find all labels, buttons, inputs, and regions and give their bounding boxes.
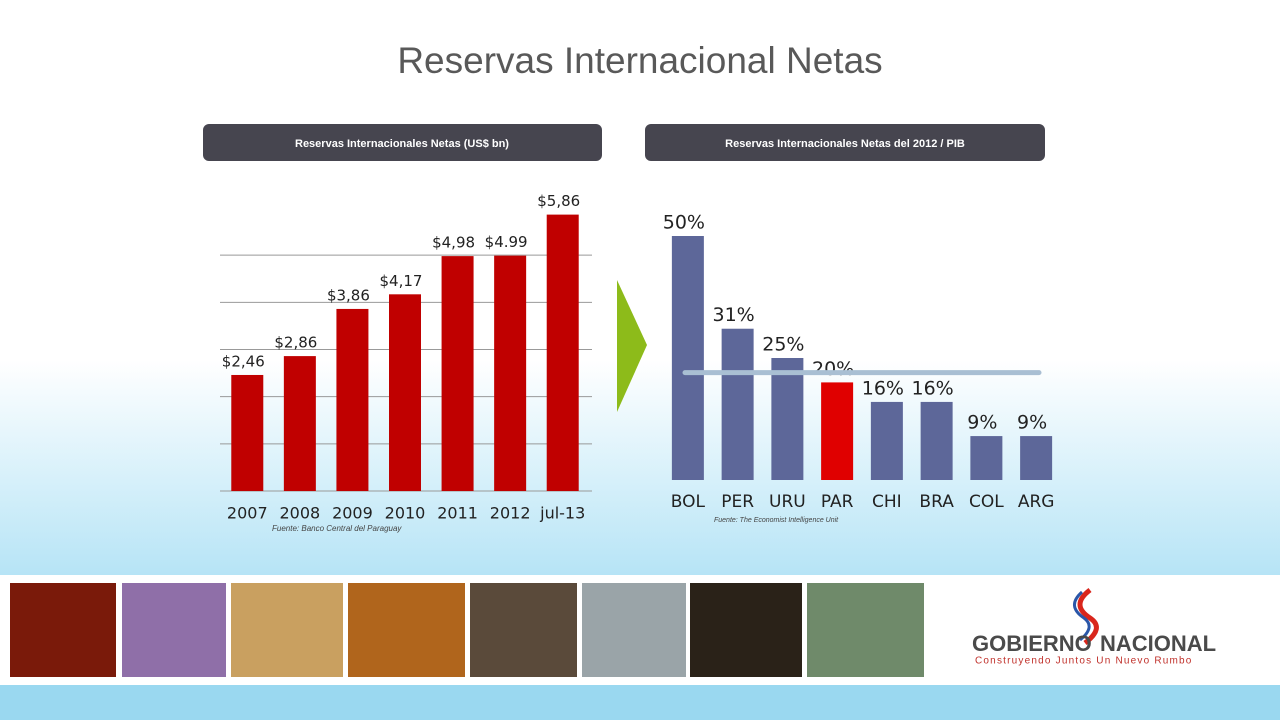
bar [336, 308, 369, 491]
value-label: $3,86 [327, 286, 370, 304]
value-label: 16% [862, 377, 904, 399]
header-box [645, 124, 1045, 161]
photo [807, 583, 924, 677]
x-tick-label: URU [769, 492, 806, 512]
value-label: 25% [762, 334, 804, 356]
logo-text: GOBIERNO [972, 631, 1092, 656]
x-tick-label: CHI [872, 492, 902, 512]
logo-mark [1077, 588, 1099, 645]
logo-mark [1073, 590, 1091, 642]
slide-title: Reservas Internacional Netas [397, 40, 882, 81]
value-label: $4,98 [432, 234, 475, 252]
header-box [203, 124, 602, 161]
bar [283, 356, 316, 491]
slogan: Construyendo Juntos Un Nuevo Rumbo [975, 656, 1193, 667]
photo [690, 583, 802, 677]
x-tick-label: COL [969, 492, 1004, 512]
value-label: 20% [812, 358, 854, 380]
x-tick-label: BRA [919, 492, 954, 512]
value-label: $4,17 [380, 272, 423, 290]
arrow [617, 280, 647, 412]
source: Fuente: The Economist Intelligence Unit [714, 517, 839, 524]
logo-text: NACIONAL [1100, 631, 1216, 656]
bar [231, 374, 264, 491]
value-label: $2,46 [222, 352, 265, 370]
photo [582, 583, 686, 677]
photo [348, 583, 465, 677]
x-tick-label: BOL [671, 492, 706, 512]
bar [671, 236, 704, 480]
x-tick-label: 2012 [490, 504, 531, 523]
chart-title: Reservas Internacionales Netas del 2012 … [725, 138, 965, 150]
bar [970, 436, 1003, 480]
photos [10, 583, 924, 677]
x-tick-label: 2009 [332, 504, 373, 523]
x-tick-label: PER [721, 492, 754, 512]
x-tick-label: 2008 [279, 504, 320, 523]
chart-title: Reservas Internacionales Netas (US$ bn) [295, 138, 509, 150]
value-label: 9% [967, 412, 997, 434]
bottom-band [0, 685, 1280, 720]
x-tick-label: jul-13 [539, 504, 585, 523]
photo [122, 583, 226, 677]
bar [771, 358, 804, 480]
bar [920, 401, 953, 480]
bar [441, 256, 474, 491]
value-label: 50% [663, 212, 705, 234]
photo [231, 583, 343, 677]
x-tick-label: 2007 [227, 504, 268, 523]
logo: GOBIERNO NACIONAL Construyendo Juntos Un… [972, 588, 1216, 667]
bar [546, 214, 579, 491]
x-tick-label: PAR [821, 492, 854, 512]
value-label: $2,86 [274, 334, 317, 352]
value-label: $4.99 [485, 233, 528, 251]
bar [821, 382, 854, 480]
source: Fuente: Banco Central del Paraguay [272, 524, 402, 533]
x-tick-label: 2010 [385, 504, 426, 523]
bar [721, 328, 754, 480]
bar [1020, 436, 1053, 480]
photo [10, 583, 116, 677]
value-label: 9% [1017, 412, 1047, 434]
value-label: 16% [912, 377, 954, 399]
bar [870, 401, 903, 480]
value-label: $5,86 [537, 192, 580, 210]
x-tick-label: 2011 [437, 504, 478, 523]
x-tick-label: ARG [1018, 492, 1055, 512]
bar [494, 255, 527, 491]
photo [470, 583, 577, 677]
value-label: 31% [713, 304, 755, 326]
bar [389, 294, 421, 491]
